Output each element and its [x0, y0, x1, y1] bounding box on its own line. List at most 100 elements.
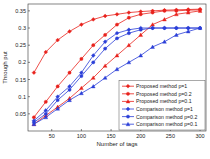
series-line [34, 9, 200, 73]
legend-marker [126, 122, 130, 125]
legend-marker [126, 107, 130, 111]
y-tick-label: 0.25 [15, 42, 26, 48]
point [103, 40, 107, 44]
point [68, 98, 72, 101]
point [163, 40, 167, 43]
legend-label: Proposed method p=0.1 [136, 98, 192, 104]
x-tick-label: 50 [49, 133, 55, 139]
point [174, 8, 178, 12]
point [115, 12, 119, 16]
point [91, 18, 95, 22]
legend-label: Comparison method p=0.2 [136, 114, 197, 120]
y-tick-label: 0.05 [15, 111, 26, 117]
x-axis-title: Number of tags [96, 141, 137, 147]
series-line [34, 28, 200, 121]
point [139, 28, 142, 31]
point [103, 76, 107, 79]
x-tick-label: 150 [106, 133, 115, 139]
point [68, 30, 72, 34]
point [198, 8, 201, 11]
y-tick [28, 96, 30, 97]
point [115, 67, 119, 70]
point [186, 11, 190, 14]
point [115, 23, 118, 26]
x-tick-label: 300 [195, 133, 204, 139]
legend-label: Comparison method p=0.1 [136, 121, 197, 127]
point [103, 64, 107, 67]
point [127, 32, 130, 35]
point [115, 54, 119, 57]
point [32, 71, 36, 75]
series-line [34, 28, 200, 124]
plot-frame [28, 4, 206, 131]
point [163, 26, 167, 30]
point [44, 50, 48, 54]
y-axis-title: Through put [2, 51, 8, 84]
point [127, 11, 131, 15]
legend-marker [126, 92, 129, 95]
point [163, 26, 166, 29]
point [174, 12, 178, 15]
point [127, 60, 131, 63]
point [127, 16, 130, 19]
point [103, 14, 107, 18]
point [92, 44, 95, 47]
point [68, 71, 71, 74]
point [139, 13, 142, 16]
point [174, 33, 178, 36]
point [80, 91, 84, 94]
y-tick [28, 62, 30, 63]
y-tick [28, 113, 30, 114]
legend: Proposed method p=1Proposed method p=0.2… [119, 80, 205, 130]
point [92, 61, 95, 64]
legend-marker [126, 84, 130, 88]
point [32, 116, 35, 119]
legend-label: Proposed method p=0.2 [136, 91, 192, 97]
point [91, 54, 95, 58]
x-tick-label: 250 [166, 133, 175, 139]
point [186, 30, 190, 33]
plot-area [32, 7, 202, 125]
point [56, 85, 59, 88]
series-line [34, 11, 200, 124]
point [174, 26, 178, 30]
point [56, 38, 60, 42]
y-tick [28, 79, 30, 80]
point [104, 33, 107, 36]
point [127, 28, 131, 32]
point [151, 26, 155, 30]
y-tick-label: 0.15 [15, 77, 26, 83]
x-tick [51, 129, 52, 131]
point [56, 107, 60, 110]
point [80, 74, 83, 77]
point [44, 115, 48, 118]
point [163, 18, 167, 21]
point [127, 43, 131, 46]
point [91, 76, 95, 79]
point [139, 54, 143, 57]
point [68, 88, 71, 91]
legend-label: Comparison method p=1 [136, 106, 193, 112]
point [139, 33, 143, 36]
point [80, 23, 84, 27]
point [91, 84, 95, 87]
point [151, 23, 155, 26]
point [175, 26, 178, 29]
point [151, 26, 154, 29]
point [115, 37, 118, 40]
x-tick [81, 129, 82, 131]
point [163, 8, 167, 12]
point [44, 100, 47, 103]
point [104, 47, 107, 50]
point [163, 9, 166, 12]
chart: 501001502002503000.050.10.150.20.250.30.… [0, 0, 210, 159]
point [198, 9, 202, 12]
point [80, 86, 84, 89]
y-tick-label: 0.2 [18, 59, 26, 65]
y-tick [28, 10, 30, 11]
point [151, 11, 154, 14]
point [198, 26, 202, 29]
legend-box [119, 80, 205, 130]
point [80, 57, 83, 60]
point [56, 95, 60, 99]
